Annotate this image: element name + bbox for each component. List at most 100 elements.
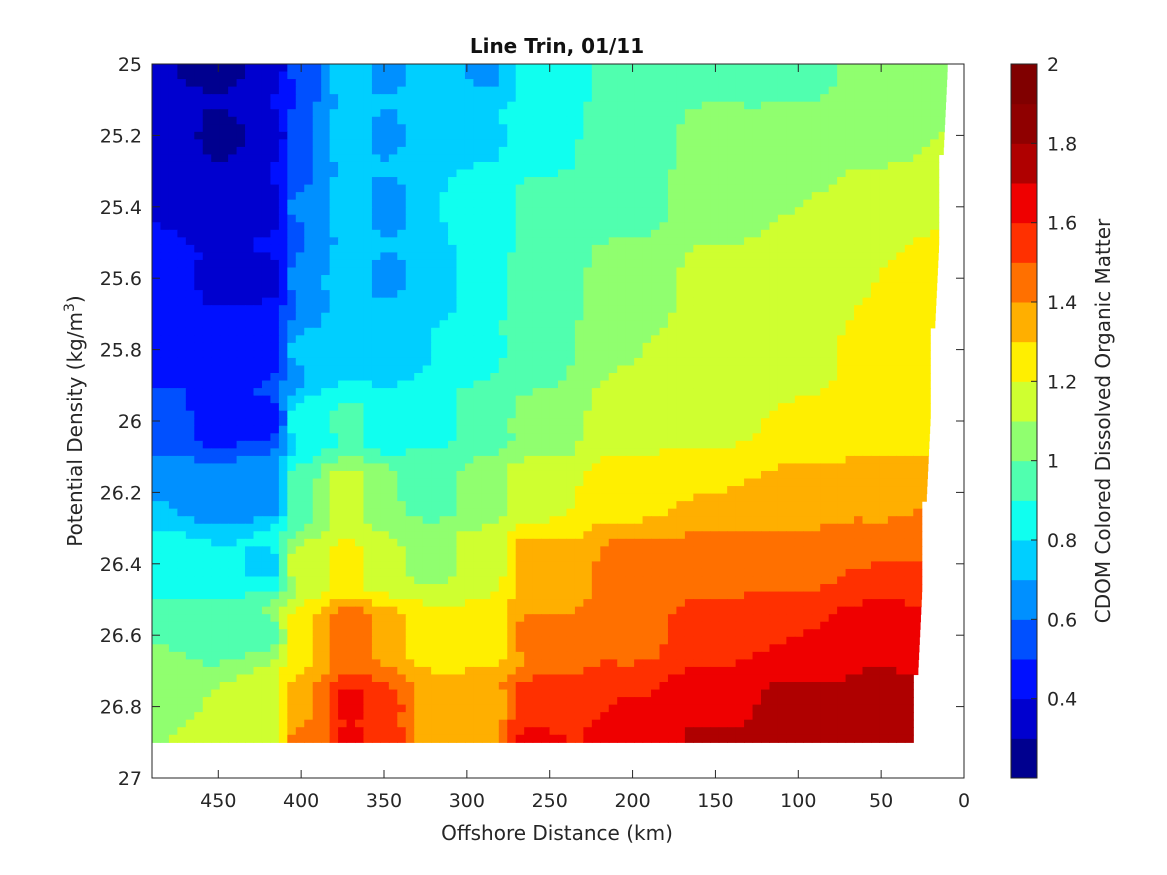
contour-cell — [718, 229, 728, 238]
contour-cell — [777, 86, 787, 95]
contour-cell — [862, 222, 872, 231]
contour-cell — [160, 395, 170, 404]
contour-cell — [600, 252, 610, 261]
contour-cell — [701, 312, 711, 321]
contour-cell — [329, 177, 339, 186]
contour-cell — [295, 433, 305, 442]
contour-cell — [295, 365, 305, 374]
contour-cell — [583, 335, 593, 344]
contour-cell — [355, 410, 365, 419]
contour-cell — [879, 229, 889, 238]
contour-cell — [651, 244, 661, 254]
contour-cell — [388, 455, 398, 465]
contour-cell — [253, 455, 263, 465]
contour-cell — [363, 94, 373, 103]
contour-cell — [355, 229, 365, 238]
contour-cell — [735, 154, 745, 163]
contour-cell — [811, 312, 821, 321]
contour-cell — [887, 350, 897, 359]
contour-cell — [684, 184, 694, 193]
contour-cell — [371, 199, 381, 208]
contour-cell — [194, 395, 204, 404]
contour-cell — [295, 177, 305, 186]
contour-cell — [930, 124, 940, 133]
contour-cell — [701, 388, 711, 397]
contour-cell — [727, 169, 737, 178]
contour-cell — [913, 139, 923, 148]
contour-cell — [278, 312, 288, 321]
contour-cell — [388, 440, 398, 449]
contour-cell — [371, 192, 381, 201]
contour-cell — [617, 139, 627, 148]
contour-cell — [380, 131, 390, 140]
contour-cell — [777, 373, 787, 382]
contour-cell — [414, 192, 424, 201]
contour-cell — [329, 433, 339, 442]
contour-cell — [388, 229, 398, 238]
contour-cell — [270, 410, 280, 419]
contour-cell — [617, 448, 627, 457]
contour-cell — [904, 350, 914, 359]
contour-cell — [287, 94, 297, 103]
contour-cell — [414, 184, 424, 193]
contour-cell — [448, 86, 458, 95]
contour-cell — [794, 433, 804, 442]
contour-cell — [456, 244, 466, 254]
contour-cell — [574, 146, 584, 156]
contour-cell — [803, 177, 813, 186]
contour-cell — [388, 259, 398, 269]
contour-cell — [684, 139, 694, 148]
contour-cell — [930, 267, 938, 276]
contour-cell — [245, 244, 255, 254]
contour-cell — [642, 275, 652, 284]
contour-cell — [651, 71, 661, 80]
contour-cell — [625, 184, 635, 193]
contour-cell — [549, 373, 559, 382]
contour-cell — [566, 161, 576, 171]
contour-cell — [752, 184, 762, 193]
contour-cell — [355, 207, 365, 216]
contour-cell — [870, 350, 881, 359]
contour-cell — [245, 86, 255, 95]
contour-cell — [439, 455, 449, 465]
contour-cell — [312, 410, 322, 419]
contour-cell — [541, 433, 551, 442]
contour-cell — [422, 305, 432, 314]
contour-cell — [363, 403, 373, 412]
contour-cell — [405, 403, 415, 412]
contour-cell — [659, 177, 669, 186]
contour-cell — [904, 244, 914, 254]
contour-cell — [718, 237, 728, 246]
contour-cell — [422, 222, 432, 231]
contour-cell — [456, 320, 466, 329]
contour-cell — [439, 252, 449, 261]
contour-cell — [177, 282, 187, 291]
contour-cell — [245, 403, 255, 412]
contour-cell — [211, 86, 221, 95]
contour-cell — [422, 297, 432, 306]
contour-cell — [507, 388, 517, 397]
contour-cell — [261, 207, 272, 216]
contour-cell — [397, 169, 407, 178]
contour-cell — [211, 259, 221, 269]
contour-cell — [202, 71, 212, 80]
contour-cell — [558, 177, 568, 186]
contour-cell — [752, 79, 762, 88]
contour-cell — [735, 433, 745, 442]
contour-cell — [625, 244, 635, 254]
contour-cell — [828, 116, 838, 125]
contour-cell — [837, 222, 847, 231]
contour-cell — [355, 139, 365, 148]
contour-cell — [583, 297, 593, 306]
contour-cell — [236, 418, 246, 427]
contour-cell — [524, 64, 534, 73]
contour-cell — [744, 433, 754, 442]
contour-cell — [371, 282, 381, 291]
contour-cell — [219, 71, 229, 80]
contour-cell — [583, 161, 593, 171]
contour-cell — [803, 154, 813, 163]
contour-cell — [211, 410, 221, 419]
contour-cell — [752, 380, 762, 389]
contour-cell — [828, 312, 838, 321]
contour-cell — [541, 146, 551, 156]
